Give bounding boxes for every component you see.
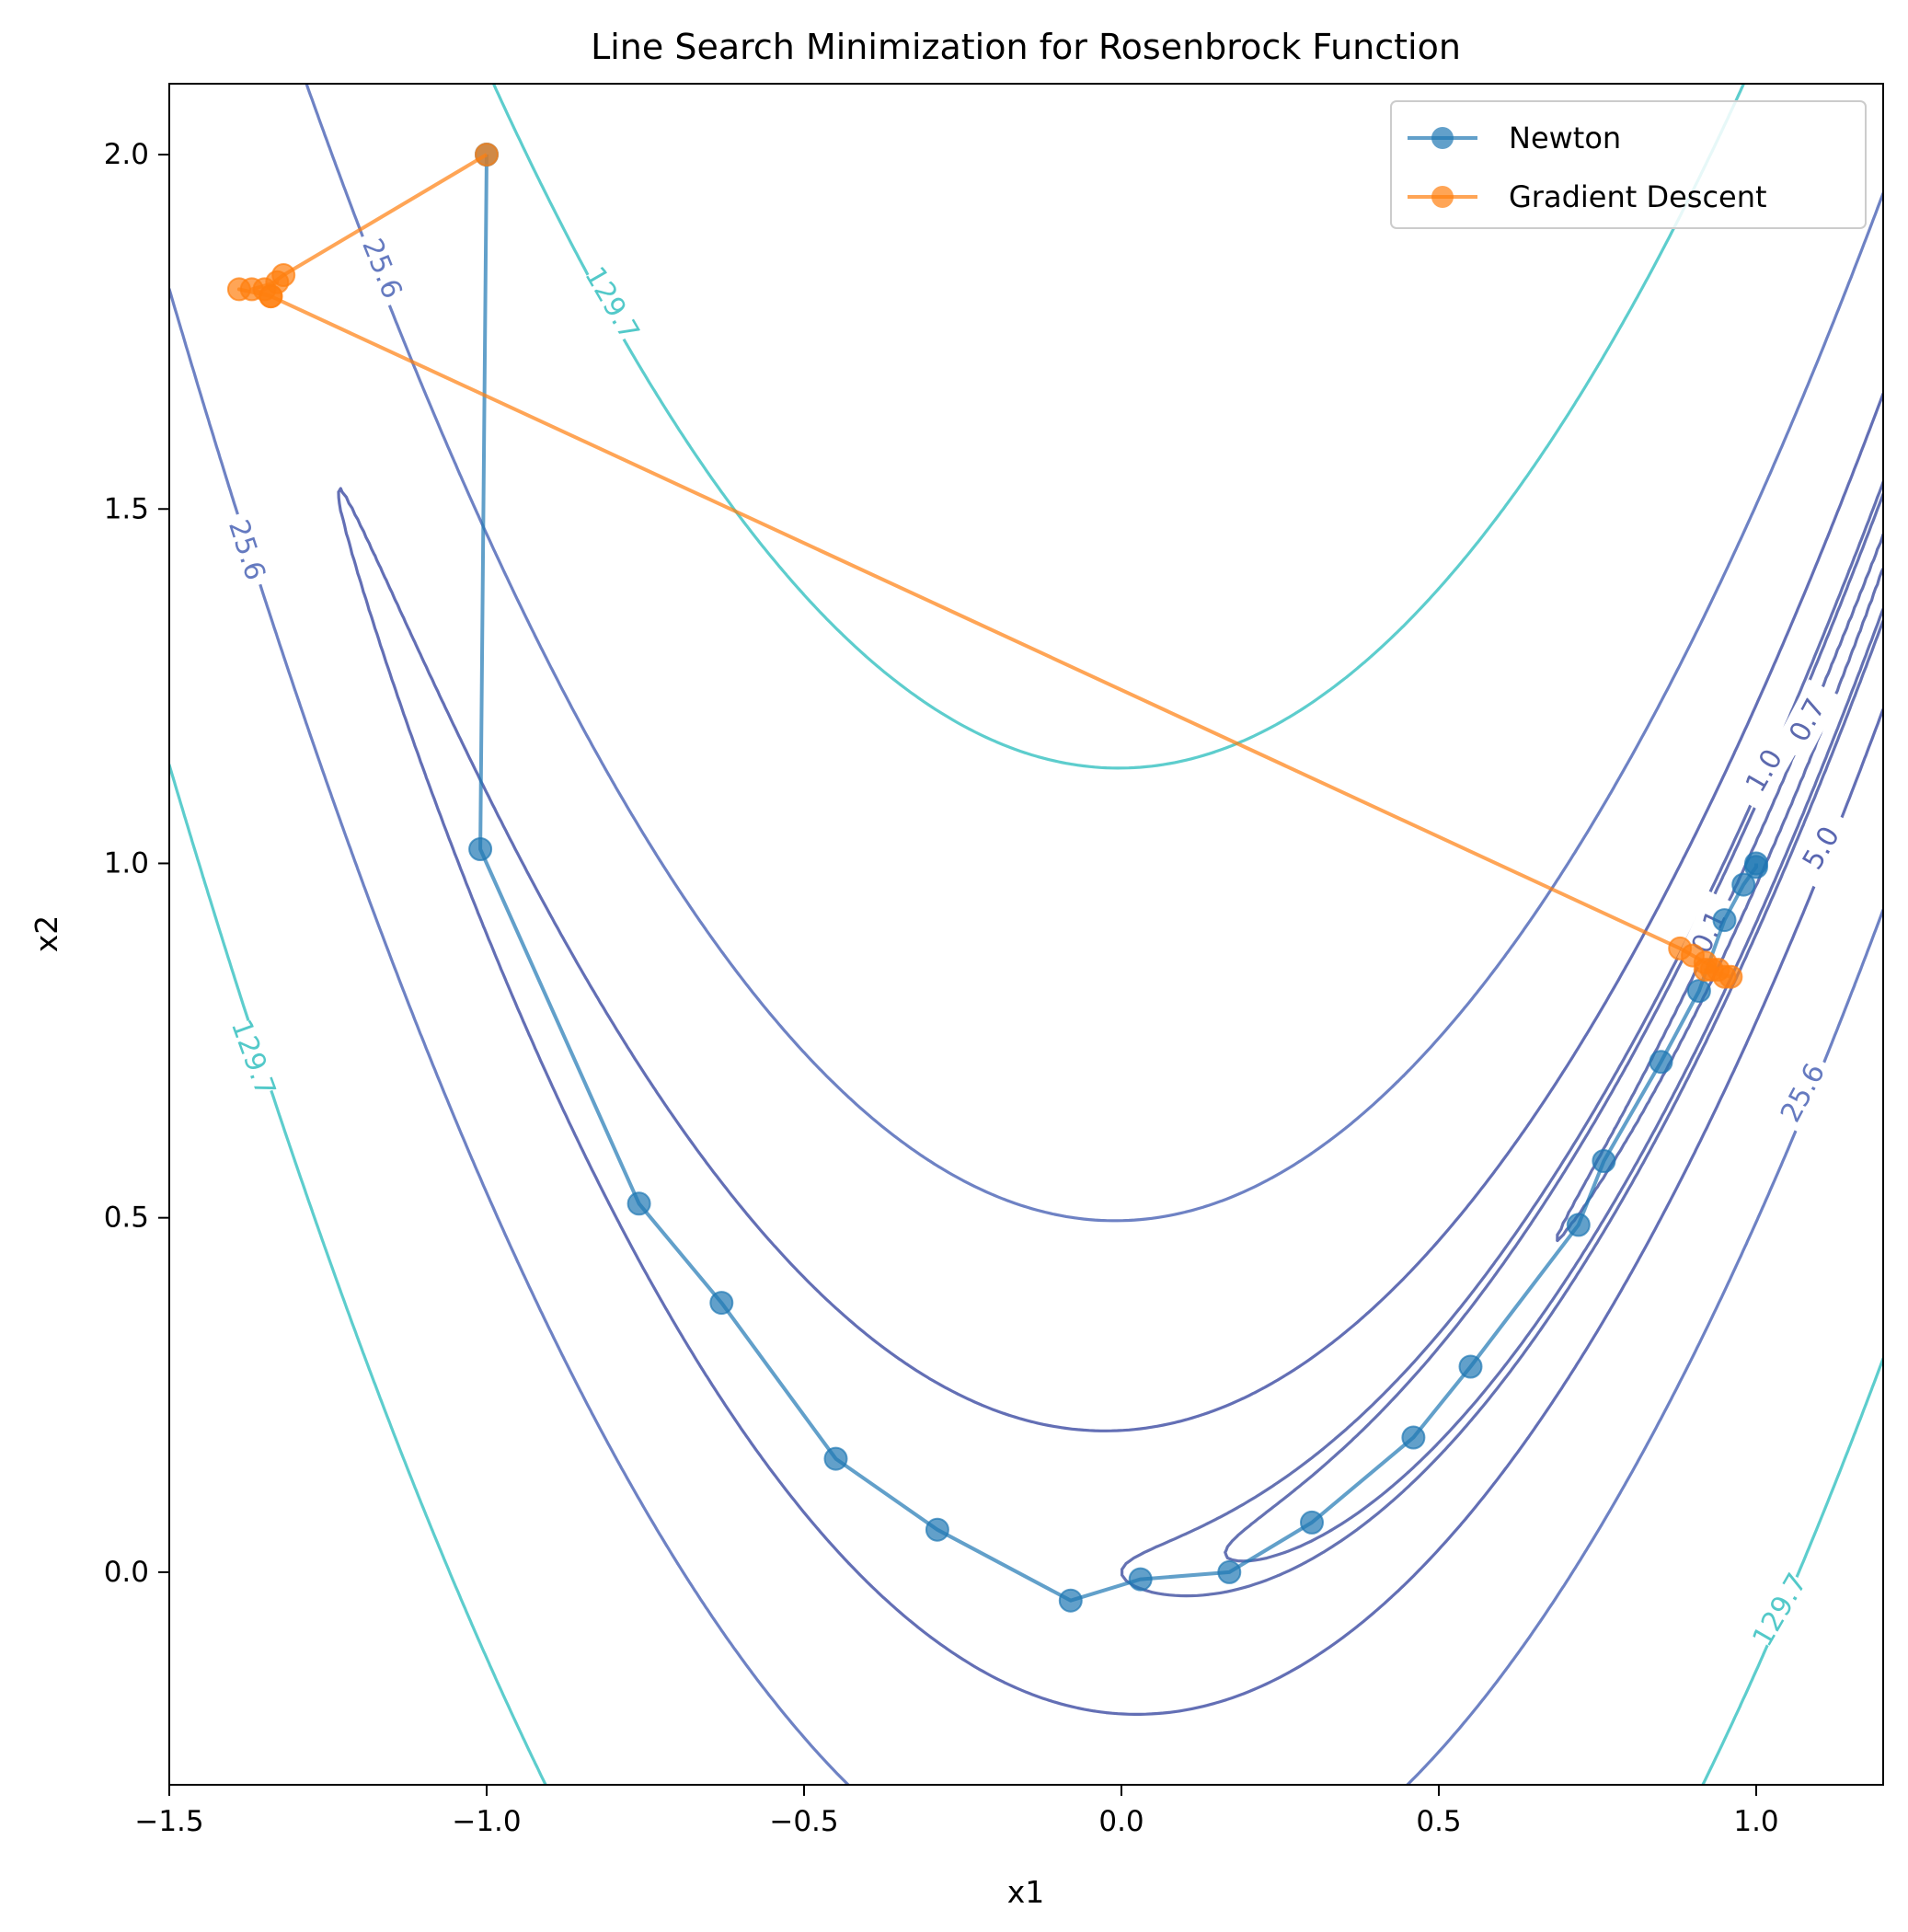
y-tick-label: 2.0	[104, 138, 149, 171]
contour-level-5-0	[337, 392, 1883, 1716]
contour-level-1-0	[1121, 480, 1883, 1598]
data-point-newton	[1649, 1050, 1673, 1075]
data-point-newton	[1744, 851, 1768, 876]
data-point-newton	[1058, 1588, 1083, 1613]
legend-label-newton: Newton	[1509, 121, 1621, 155]
data-point-newton	[1401, 1425, 1426, 1450]
legend-marker-newton	[1431, 127, 1454, 149]
y-axis-label: x2	[29, 915, 64, 953]
data-point-gradient-descent	[475, 143, 499, 167]
contour-label-mask	[1769, 1052, 1837, 1134]
y-axis: 0.0 0.5 1.0 1.5 2.0	[104, 138, 169, 1589]
x-tick-label: 1.0	[1733, 1805, 1778, 1838]
data-point-newton	[1592, 1149, 1616, 1173]
legend: Newton Gradient Descent	[1390, 100, 1867, 229]
x-tick-label: −1.0	[452, 1805, 521, 1838]
contour-label-mask	[577, 262, 647, 345]
chart-title: Line Search Minimization for Rosenbrock …	[591, 27, 1461, 67]
contour-label-mask	[223, 1017, 283, 1099]
series-layer	[226, 143, 1768, 1613]
data-point-newton	[1712, 908, 1737, 933]
contour-level-0-7	[1224, 492, 1883, 1563]
data-point-newton	[468, 837, 493, 861]
x-tick-label: 0.5	[1416, 1805, 1461, 1838]
data-point-newton	[1128, 1567, 1153, 1592]
y-tick-label: 1.5	[104, 492, 149, 525]
data-point-newton	[1686, 979, 1711, 1004]
x-tick-label: −1.5	[134, 1805, 203, 1838]
contour-label-mask	[1787, 807, 1856, 890]
data-point-newton	[1458, 1354, 1483, 1379]
y-tick-label: 1.0	[104, 846, 149, 880]
legend-marker-gradient-descent	[1431, 186, 1454, 208]
data-point-newton	[1300, 1510, 1324, 1535]
y-tick-label: 0.5	[104, 1202, 149, 1235]
contour-label-mask	[1774, 679, 1842, 762]
data-point-gradient-descent	[226, 277, 251, 302]
data-point-newton	[1731, 872, 1756, 897]
x-tick-label: 0.0	[1098, 1805, 1144, 1838]
contour-label-mask	[217, 509, 276, 592]
data-point-newton	[1566, 1213, 1591, 1237]
x-axis: −1.5 −1.0 −0.5 0.0 0.5 1.0	[134, 1785, 1779, 1838]
legend-label-gradient-descent: Gradient Descent	[1509, 179, 1767, 214]
contour-label-mask	[1745, 1569, 1815, 1651]
data-point-gradient-descent	[259, 284, 283, 309]
y-tick-label: 0.0	[104, 1556, 149, 1589]
data-point-newton	[823, 1446, 848, 1471]
legend-box	[1390, 100, 1867, 229]
data-point-newton	[626, 1191, 651, 1216]
data-point-newton	[925, 1517, 949, 1542]
data-point-gradient-descent	[1693, 958, 1718, 982]
series-line-newton	[478, 154, 1758, 1603]
contour-label-mask	[1730, 730, 1799, 812]
x-tick-label: −0.5	[769, 1805, 838, 1838]
contour-label-mask	[351, 227, 413, 310]
data-point-gradient-descent	[1718, 964, 1743, 989]
contour-level-129-7	[169, 84, 1883, 1785]
data-point-newton	[709, 1291, 734, 1316]
data-point-newton	[1217, 1559, 1242, 1584]
plot-frame	[168, 83, 1884, 1786]
x-axis-label: x1	[1007, 1874, 1045, 1910]
contour-label-group: 1.0	[1730, 730, 1799, 812]
